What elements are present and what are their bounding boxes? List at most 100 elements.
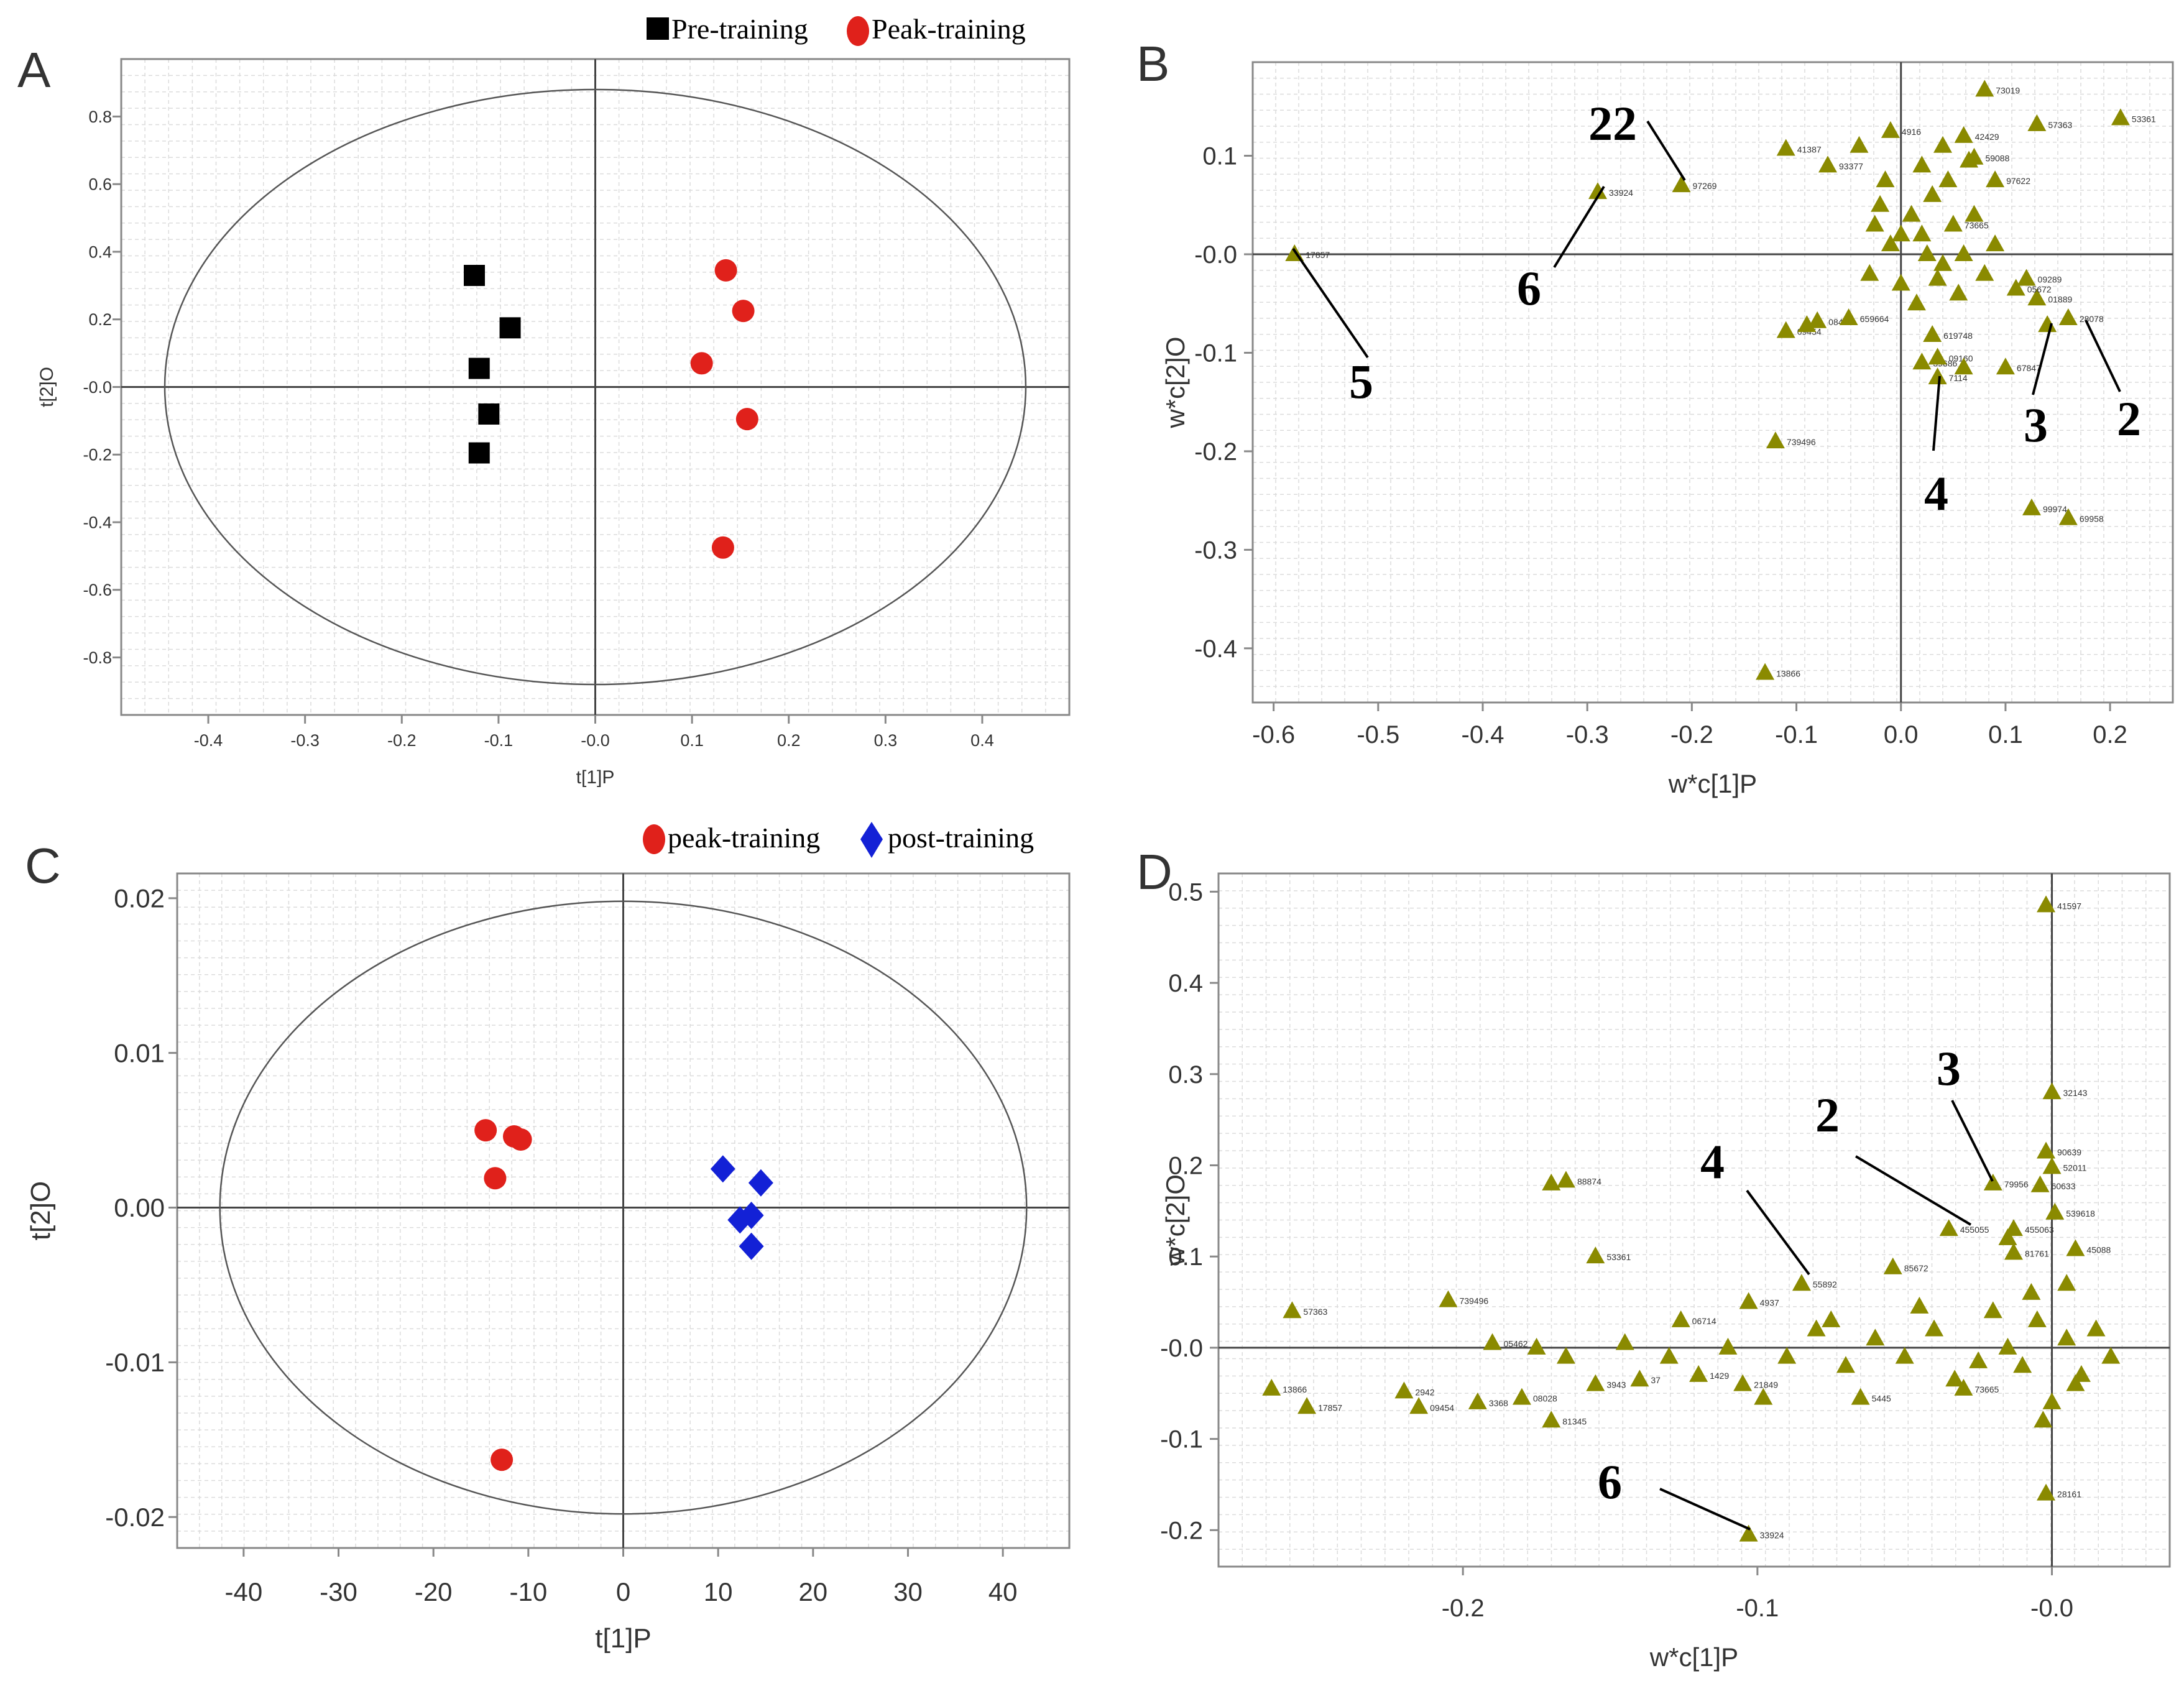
panel-d-ytick-label: -0.0 [1160, 1335, 1203, 1362]
panel-a-point-square [478, 403, 500, 425]
panel-b-xtick-label: -0.4 [1462, 721, 1504, 748]
legend-c-peak-label: peak-training [668, 822, 820, 854]
panel-b-loading-label: 93377 [1839, 161, 1863, 171]
panel-b-loading-triangle [1912, 155, 1932, 173]
panel-d-loading-label: 17857 [1318, 1402, 1342, 1412]
panel-b-loading-triangle [1756, 663, 1775, 680]
panel-d-loading-label: 06714 [1692, 1316, 1716, 1326]
panel-b-callout-number: 5 [1349, 354, 1373, 408]
panel-d-loading-triangle [1659, 1347, 1679, 1364]
panel-b-callout-number: 22 [1588, 96, 1637, 150]
panel-c-xtick-label: -20 [415, 1577, 453, 1606]
panel-d-loading-triangle [1777, 1347, 1797, 1364]
panel-a-xtick-label: -0.3 [290, 731, 320, 750]
legend-c-post-label: post-training [888, 822, 1034, 854]
panel-a-point-circle [690, 352, 713, 375]
panel-a-point-square [463, 265, 485, 287]
panel-a-ytick-label: -0.4 [83, 513, 112, 532]
panel-d-loading-triangle [1439, 1290, 1458, 1307]
panel-b-loading-label: 69958 [2080, 514, 2104, 524]
panel-d-ytick-label: 0.4 [1168, 970, 1203, 997]
chart-c: -40 -30 -20 -10 0 10 20 30 40 0.02 0.01 0.00 -0.01 -0… [25, 872, 1071, 1654]
panel-d-loading-label: 455055 [1960, 1225, 1989, 1235]
panel-b-loading-triangle [1928, 348, 1947, 365]
panel-b-ytick-label: -0.4 [1194, 635, 1237, 663]
panel-b-loading-triangle [1923, 185, 1942, 202]
panel-d-loading-triangle [1630, 1370, 1649, 1387]
panel-a-xtick-label: 0.2 [777, 731, 801, 750]
panel-d-ylabel: w*c[2]O [1161, 1174, 1190, 1266]
panel-a-xtick-label: 0.1 [680, 731, 704, 750]
panel-c-point-diamond [739, 1232, 764, 1260]
panel-a-point-square [499, 317, 521, 339]
panel-b-loading-label: 659664 [1860, 314, 1889, 324]
panel-d-loading-triangle [2013, 1356, 2032, 1373]
panel-c-xtick-label: 0 [616, 1577, 630, 1606]
panel-b-loading-label: 4916 [1902, 127, 1921, 137]
panel-b-loading-triangle [1986, 170, 2005, 188]
panel-b-loading-label: 739496 [1787, 437, 1816, 447]
panel-d-loading-triangle [1586, 1246, 1605, 1264]
panel-b-loading-label: 42429 [1975, 132, 1999, 142]
panel-b-loading-label: 59088 [1985, 154, 2009, 163]
panel-b-loading-triangle [2027, 114, 2047, 131]
legend-a: Pre-training Peak-training [647, 13, 1026, 46]
panel-b-callout-line [2032, 323, 2053, 395]
panel-d-callout-line [1746, 1189, 1810, 1276]
panel-d-loading-triangle [1671, 1310, 1690, 1327]
panel-b-loading-triangle [2022, 498, 2041, 515]
panel-d-loading-triangle [2086, 1319, 2106, 1337]
panel-b-loading-label: 33924 [1609, 188, 1633, 198]
panel-b-loading-triangle [1839, 308, 1858, 325]
panel-b-loading-triangle [1917, 244, 1937, 261]
panel-d-ytick-label: 0.2 [1168, 1152, 1203, 1179]
panel-d-loading-triangle [1615, 1333, 1634, 1350]
panel-b-loading-triangle [1912, 224, 1932, 242]
panel-b-loading-triangle [1996, 357, 2015, 375]
chart-b: -0.6 -0.5 -0.4 -0.3 -0.2 -0.1 0.0 0.1 0.2 0.1 -0.0… [1161, 61, 2174, 798]
panel-a-ytick-label: -0.2 [83, 446, 112, 464]
panel-a-point-square [468, 357, 490, 379]
legend-c: peak-training post-training [643, 822, 1034, 858]
panel-d-loading-triangle [1998, 1228, 2017, 1245]
panel-d-loading-label: 3943 [1606, 1380, 1626, 1390]
panel-d-loading-triangle [1586, 1374, 1605, 1391]
panel-c-point-circle [491, 1448, 514, 1471]
panel-d-loading-label: 539618 [2066, 1209, 2095, 1218]
panel-b-loading-triangle [1766, 431, 1785, 449]
panel-d-loading-triangle [1542, 1411, 1561, 1428]
panel-b-loading-triangle [1776, 321, 1795, 338]
panel-d-loading-triangle [2042, 1392, 2062, 1409]
panel-d-loading-triangle [1733, 1374, 1753, 1391]
panel-d-loading-triangle [2030, 1175, 2050, 1192]
panel-d-loading-label: 21849 [1754, 1380, 1778, 1390]
panel-b-loading-triangle [1865, 214, 1884, 232]
panel-a-xlabel: t[1]P [576, 767, 615, 788]
panel-b-loading-triangle [1881, 121, 1900, 138]
panel-d-xtick-label: -0.2 [1442, 1595, 1485, 1622]
panel-d-loading-triangle [1945, 1370, 1965, 1387]
legend-a-circle-marker [847, 16, 869, 46]
panel-d-loading-triangle [2066, 1374, 2085, 1391]
panel-d-loading-label: 81761 [2025, 1248, 2049, 1258]
panel-d-loading-triangle [1409, 1397, 1429, 1414]
panel-c-ytick-label: 0.01 [114, 1038, 165, 1067]
panel-d-callout-number: 4 [1700, 1135, 1725, 1189]
panel-c-ytick-label: 0.00 [114, 1193, 165, 1222]
chart-d: -0.2 -0.1 -0.0 0.5 0.4 0.3 0.2 0.1 -0.0 -0.1 -0.2 w… [1160, 872, 2171, 1672]
panel-a-ytick-label: 0.8 [88, 108, 112, 126]
panel-b-ytick-label: -0.0 [1194, 241, 1237, 269]
panel-c-point-circle [474, 1119, 497, 1142]
panel-d-loading-triangle [1939, 1219, 1958, 1237]
panel-d-loading-triangle [1998, 1337, 2017, 1355]
panel-d-loading-triangle [1468, 1392, 1487, 1409]
panel-d-loading-triangle [1542, 1173, 1561, 1191]
panel-d-loading-label: 57363 [1303, 1307, 1327, 1317]
panel-b-loading-label: 09289 [2038, 275, 2062, 285]
panel-b-loading-triangle [1860, 264, 1879, 281]
panel-b-loading-triangle [1975, 264, 1994, 281]
panel-d-loading-label: 60633 [2052, 1181, 2076, 1191]
panel-b-loading-triangle [1871, 195, 1890, 212]
panel-d-loading-triangle [2042, 1157, 2062, 1174]
panel-d-loading-triangle [2027, 1310, 2047, 1327]
